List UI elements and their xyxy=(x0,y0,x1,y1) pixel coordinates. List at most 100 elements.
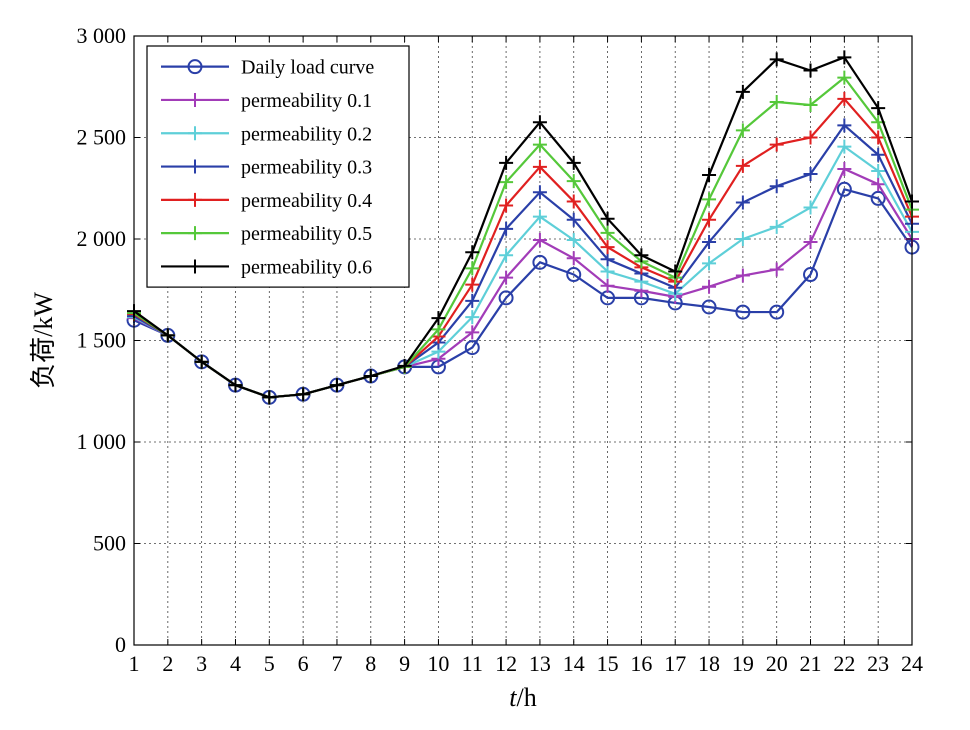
x-tick-label: 3 xyxy=(196,651,207,676)
data-point xyxy=(465,325,480,340)
x-tick-label: 14 xyxy=(563,651,585,676)
data-point xyxy=(769,137,784,152)
data-point xyxy=(871,147,886,162)
data-point xyxy=(871,101,886,116)
x-axis-label-unit: /h xyxy=(517,683,537,712)
x-tick-label: 17 xyxy=(664,651,686,676)
data-point xyxy=(499,221,514,236)
data-point xyxy=(262,390,277,405)
data-point xyxy=(735,304,751,320)
data-point xyxy=(837,91,852,106)
data-point xyxy=(532,209,547,224)
data-point xyxy=(668,264,683,279)
x-tick-label: 5 xyxy=(264,651,275,676)
data-point xyxy=(499,155,514,170)
x-tick-label: 21 xyxy=(800,651,822,676)
x-tick-label: 24 xyxy=(901,651,923,676)
data-point xyxy=(871,130,886,145)
data-point xyxy=(735,232,750,246)
data-point xyxy=(803,267,819,283)
legend-marker xyxy=(188,192,202,207)
data-point xyxy=(837,70,852,85)
data-point xyxy=(228,378,243,393)
data-point xyxy=(600,211,615,226)
x-tick-label: 7 xyxy=(331,651,342,676)
data-point xyxy=(600,264,615,279)
data-point xyxy=(702,212,717,227)
data-point xyxy=(566,174,581,189)
x-axis-label: t/h xyxy=(509,683,536,712)
data-point xyxy=(803,130,818,145)
data-point xyxy=(329,378,344,393)
series-line xyxy=(133,56,914,399)
x-tick-label: 6 xyxy=(298,651,309,676)
data-point xyxy=(431,311,446,326)
x-tick-label: 22 xyxy=(833,651,855,676)
data-point xyxy=(702,256,717,271)
data-point xyxy=(702,168,717,183)
data-point xyxy=(499,248,514,263)
data-point xyxy=(837,161,852,176)
data-point xyxy=(803,235,818,250)
data-point xyxy=(803,98,818,113)
data-point xyxy=(566,233,581,248)
y-tick-label: 1 000 xyxy=(77,429,127,454)
legend-marker xyxy=(188,92,202,107)
x-tick-label: 10 xyxy=(427,651,449,676)
data-point xyxy=(837,118,852,133)
data-point xyxy=(701,299,717,315)
data-point xyxy=(702,235,717,250)
data-point xyxy=(702,192,717,207)
data-point xyxy=(465,277,480,292)
data-point xyxy=(532,233,547,248)
y-tick-label: 3 000 xyxy=(77,23,127,48)
y-axis-label: 负荷/kW xyxy=(29,292,58,389)
data-point xyxy=(769,179,784,194)
legend: Daily load curve permeability 0.1 permeabi… xyxy=(146,45,410,288)
y-tick-label: 2 000 xyxy=(77,226,127,251)
x-tick-label: 4 xyxy=(230,651,241,676)
x-tick-label: 11 xyxy=(462,651,483,676)
legend-item: permeability 0.4 xyxy=(161,190,372,212)
data-point xyxy=(769,304,785,320)
x-tick-label: 12 xyxy=(495,651,517,676)
data-point xyxy=(566,155,581,170)
data-point xyxy=(837,50,852,65)
data-point xyxy=(735,158,750,173)
x-tick-label: 15 xyxy=(597,651,619,676)
data-point xyxy=(296,387,311,402)
data-point xyxy=(600,240,615,255)
data-point xyxy=(566,251,581,266)
data-point xyxy=(465,261,480,276)
data-point xyxy=(465,310,480,325)
x-tick-label: 8 xyxy=(365,651,376,676)
data-point xyxy=(397,358,412,373)
x-tick-label: 19 xyxy=(732,651,754,676)
data-point xyxy=(464,340,480,356)
data-point xyxy=(836,181,852,197)
x-tick-label: 2 xyxy=(162,651,173,676)
legend-marker xyxy=(188,226,202,241)
data-point xyxy=(532,159,547,174)
legend-item: permeability 0.2 xyxy=(161,123,372,145)
data-point xyxy=(465,293,480,308)
data-point xyxy=(871,163,886,178)
data-point xyxy=(871,177,886,192)
data-point xyxy=(498,290,514,306)
legend-marker xyxy=(188,259,202,274)
data-point xyxy=(735,84,750,99)
legend-label: permeability 0.4 xyxy=(241,190,372,212)
y-tick-label: 1 500 xyxy=(77,328,127,353)
legend-label: permeability 0.2 xyxy=(241,123,372,145)
legend-item: permeability 0.1 xyxy=(161,90,372,112)
legend-item: Daily load curve xyxy=(161,57,374,79)
data-point xyxy=(194,354,209,369)
data-point xyxy=(499,198,514,213)
legend-label: Daily load curve xyxy=(241,57,374,79)
data-point xyxy=(566,212,581,227)
legend-label: permeability 0.3 xyxy=(241,157,372,179)
data-point xyxy=(600,252,615,267)
data-point xyxy=(532,115,547,130)
legend-label: permeability 0.1 xyxy=(241,90,372,112)
data-point xyxy=(803,63,818,78)
